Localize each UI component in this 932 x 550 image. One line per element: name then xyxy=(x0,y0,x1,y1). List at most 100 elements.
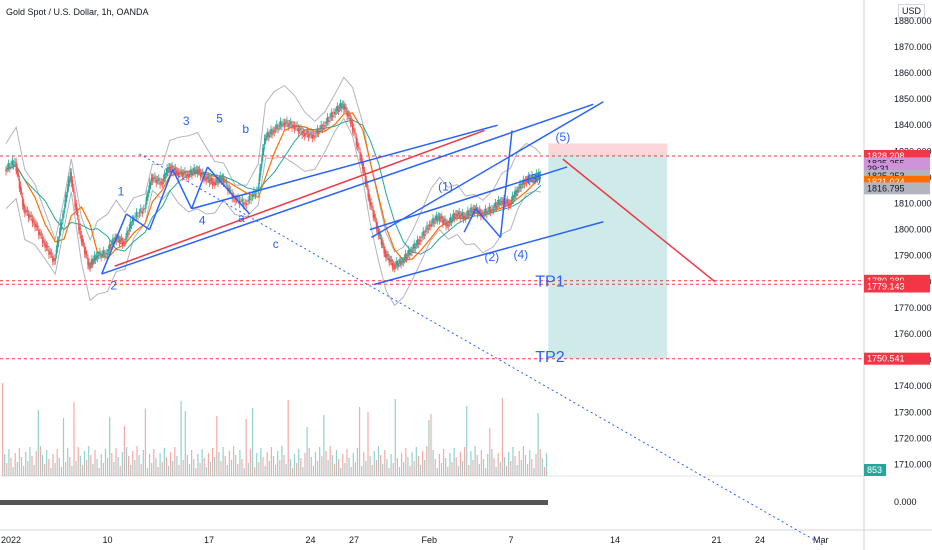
x-tick-label: 14 xyxy=(610,535,620,545)
volume-bar xyxy=(398,467,401,476)
volume-bar xyxy=(83,451,86,476)
currency-badge[interactable]: USD xyxy=(898,4,926,18)
volume-bar xyxy=(487,454,489,476)
volume-bar xyxy=(230,460,233,476)
candle-body xyxy=(354,132,356,135)
candle-body xyxy=(83,246,86,254)
volume-bar xyxy=(176,456,178,476)
candle-body xyxy=(276,124,278,129)
candle-body xyxy=(132,219,135,221)
candle-body xyxy=(293,125,296,130)
volume-bar xyxy=(178,465,180,476)
price-badge-label: 1821.024 xyxy=(867,177,905,187)
candle-body xyxy=(338,107,341,109)
volume-bar xyxy=(331,455,333,476)
candle-body xyxy=(60,222,62,232)
volume-bar xyxy=(161,462,163,476)
candle-body xyxy=(432,218,434,223)
x-tick-label: 24 xyxy=(306,535,316,545)
candle-body xyxy=(495,205,498,208)
candle-body xyxy=(363,170,366,173)
candle-body xyxy=(301,131,303,136)
candle-body xyxy=(278,125,281,127)
candle-body xyxy=(55,249,58,256)
candle-body xyxy=(331,115,334,117)
channel-mid xyxy=(369,166,568,231)
candle-body xyxy=(94,258,97,261)
price-badge[interactable] xyxy=(864,352,930,365)
candle-body xyxy=(309,134,311,136)
candle-body xyxy=(320,124,322,130)
candle-body xyxy=(173,169,175,171)
y-tick-label: 1840.000 xyxy=(894,120,932,130)
candle-body xyxy=(177,172,180,176)
candle-body xyxy=(35,224,37,227)
candle-body xyxy=(451,217,454,220)
candle-body xyxy=(214,182,216,186)
volume-bar xyxy=(14,453,16,476)
volume-bar xyxy=(16,462,18,476)
candle-body xyxy=(159,181,161,186)
wave-label: 2 xyxy=(110,279,117,293)
candle-body xyxy=(282,122,284,124)
candle-body xyxy=(483,212,486,214)
candle-body xyxy=(36,226,39,228)
volume-bar xyxy=(518,451,520,476)
volume-bar xyxy=(466,406,468,476)
candle-body xyxy=(528,175,530,180)
volume-bar xyxy=(226,465,228,476)
volume-bar xyxy=(228,451,230,476)
candle-body xyxy=(192,171,194,173)
candle-body xyxy=(467,210,469,215)
candle-body xyxy=(49,251,51,255)
candle-body xyxy=(41,237,44,244)
take-profit-label: TP2 xyxy=(535,349,564,366)
x-tick-label: 17 xyxy=(204,535,214,545)
volume-bar xyxy=(254,467,256,476)
candle-body xyxy=(158,178,160,181)
y-tick-label: 1880.000 xyxy=(894,16,932,26)
candle-body xyxy=(97,255,100,257)
volume-bar xyxy=(516,465,518,476)
candle-body xyxy=(148,189,150,194)
volume-bar xyxy=(396,458,398,476)
candle-body xyxy=(225,182,228,184)
y-tick-label: 1810.000 xyxy=(894,199,932,209)
candle-body xyxy=(105,253,107,255)
candle-body xyxy=(516,190,518,193)
candle-body xyxy=(532,178,534,181)
volume-bar xyxy=(430,414,432,476)
candle-body xyxy=(507,202,510,207)
candle-body xyxy=(339,103,342,108)
volume-bar xyxy=(275,465,277,476)
volume-bar xyxy=(497,453,499,476)
volume-bar xyxy=(35,451,37,476)
price-badge[interactable] xyxy=(864,182,930,195)
price-badge[interactable] xyxy=(864,280,930,293)
y-tick-label: 1760.000 xyxy=(894,329,932,339)
candle-body xyxy=(287,123,289,128)
candle-body xyxy=(435,215,437,220)
candle-body xyxy=(470,207,472,212)
volume-bar xyxy=(323,415,325,476)
candle-body xyxy=(170,167,172,169)
volume-bar xyxy=(501,398,503,476)
candle-body xyxy=(513,195,515,197)
volume-bar xyxy=(482,459,485,476)
candle-body xyxy=(65,195,67,204)
volume-bar xyxy=(493,458,495,476)
candle-body xyxy=(536,176,539,180)
volume-bar xyxy=(474,446,476,476)
candle-body xyxy=(81,238,84,243)
candle-body xyxy=(67,179,70,188)
candle-body xyxy=(231,193,233,199)
volume-badge[interactable] xyxy=(864,464,886,476)
candle-body xyxy=(120,238,123,241)
candle-body xyxy=(118,239,121,244)
volume-bar xyxy=(132,451,134,476)
candle-body xyxy=(366,184,368,187)
volume-bar xyxy=(216,416,218,476)
volume-bar xyxy=(535,454,537,476)
volume-bar xyxy=(201,449,203,476)
